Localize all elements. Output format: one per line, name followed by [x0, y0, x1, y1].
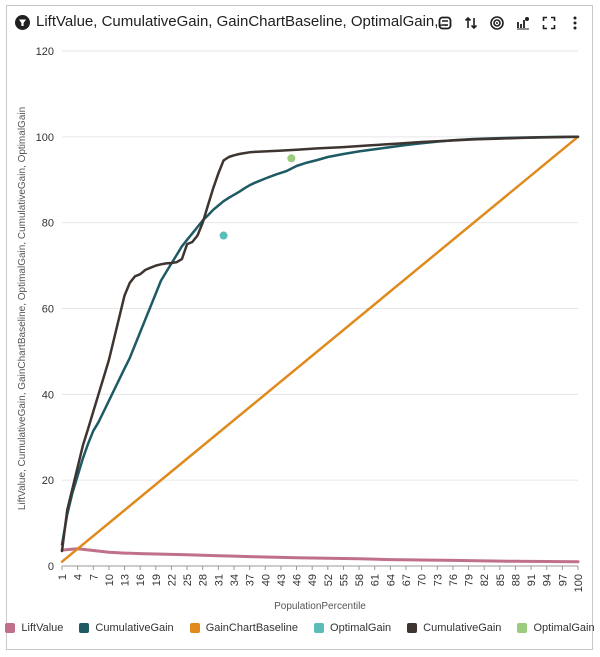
data-point-optimalgain — [287, 154, 296, 163]
legend-label: GainChartBaseline — [205, 622, 299, 634]
legend-item[interactable]: OptimalGain — [517, 618, 595, 638]
legend-item[interactable]: CumulativeGain — [79, 618, 174, 638]
x-tick-label: 73 — [432, 574, 444, 586]
x-tick-label: 16 — [135, 574, 147, 586]
y-tick-label: 20 — [42, 475, 54, 487]
x-tick-label: 58 — [354, 574, 366, 586]
x-tick-label: 1 — [57, 574, 69, 580]
x-tick-label: 67 — [401, 574, 413, 586]
x-tick-label: 25 — [182, 574, 194, 586]
legend-label: LiftValue — [21, 622, 64, 634]
chart-toolbar — [434, 12, 586, 34]
x-tick-label: 61 — [370, 574, 382, 586]
x-tick-label: 46 — [292, 574, 304, 586]
x-tick-label: 76 — [448, 574, 460, 586]
x-axis-title: PopulationPercentile — [274, 601, 366, 612]
x-tick-label: 40 — [260, 574, 272, 586]
x-tick-label: 55 — [338, 574, 350, 586]
x-tick-label: 88 — [510, 574, 522, 586]
series-line-cumulativegain — [60, 135, 580, 546]
fullscreen-icon[interactable] — [538, 12, 560, 34]
data-point-optimalgain — [219, 231, 228, 240]
chart-type-icon[interactable] — [512, 12, 534, 34]
x-tick-label: 82 — [479, 574, 491, 586]
y-tick-label: 40 — [42, 389, 54, 401]
x-tick-label: 91 — [526, 574, 538, 586]
visualization-type-icon[interactable] — [15, 15, 30, 30]
series-line-cumulativegain — [60, 135, 580, 553]
filter-toggle-icon[interactable] — [434, 12, 456, 34]
legend-swatch — [79, 623, 90, 633]
chart-card: LiftValue, CumulativeGain, GainChartBase… — [6, 5, 593, 650]
y-tick-label: 60 — [42, 304, 54, 316]
x-tick-label: 85 — [495, 574, 507, 586]
legend-item[interactable]: GainChartBaseline — [189, 618, 299, 638]
chart-legend: LiftValue CumulativeGain GainChartBaseline… — [0, 618, 600, 638]
x-tick-label: 22 — [166, 574, 178, 586]
x-tick-label: 49 — [307, 574, 319, 586]
y-tick-label: 80 — [42, 218, 54, 230]
x-tick-label: 37 — [245, 574, 257, 586]
x-tick-label: 7 — [88, 574, 100, 580]
x-tick-label: 34 — [229, 574, 241, 586]
chart-header: LiftValue, CumulativeGain, GainChartBase… — [7, 6, 592, 40]
legend-swatch — [517, 623, 528, 633]
legend-swatch — [189, 623, 200, 633]
x-tick-label: 79 — [464, 574, 476, 586]
x-tick-label: 64 — [385, 574, 397, 586]
y-axis-title: LiftValue, CumulativeGain, GainChartBase… — [17, 107, 28, 510]
x-tick-label: 10 — [104, 574, 116, 586]
legend-item[interactable]: CumulativeGain — [407, 618, 501, 638]
legend-item[interactable]: LiftValue — [5, 618, 63, 638]
legend-item[interactable]: OptimalGain — [314, 618, 391, 638]
x-tick-label: 19 — [151, 574, 163, 586]
legend-label: OptimalGain — [330, 622, 392, 634]
legend-label: CumulativeGain — [423, 622, 502, 634]
x-tick-label: 94 — [542, 574, 554, 586]
legend-swatch — [5, 623, 16, 633]
legend-label: OptimalGain — [533, 622, 595, 634]
legend-swatch — [407, 623, 418, 633]
x-tick-label: 100 — [573, 574, 585, 592]
x-tick-label: 43 — [276, 574, 288, 586]
legend-label: CumulativeGain — [95, 622, 174, 634]
more-options-icon[interactable] — [564, 12, 586, 34]
x-tick-label: 28 — [198, 574, 210, 586]
x-tick-label: 31 — [213, 574, 225, 586]
sort-icon[interactable] — [460, 12, 482, 34]
x-tick-label: 13 — [120, 574, 132, 586]
y-tick-label: 100 — [36, 132, 54, 144]
x-tick-label: 70 — [417, 574, 429, 586]
legend-swatch — [314, 623, 325, 633]
target-icon[interactable] — [486, 12, 508, 34]
y-tick-label: 120 — [36, 46, 54, 58]
series-line-gainchartbaseline — [60, 135, 580, 563]
y-tick-label: 0 — [48, 561, 54, 573]
x-tick-label: 4 — [73, 574, 85, 580]
series-line-liftvalue — [60, 547, 580, 564]
x-tick-label: 97 — [557, 574, 569, 586]
x-tick-label: 52 — [323, 574, 335, 586]
